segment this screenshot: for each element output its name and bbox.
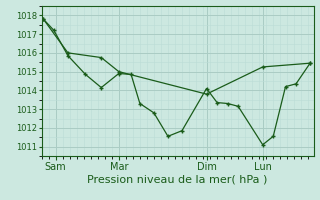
X-axis label: Pression niveau de la mer( hPa ): Pression niveau de la mer( hPa ) [87, 174, 268, 184]
